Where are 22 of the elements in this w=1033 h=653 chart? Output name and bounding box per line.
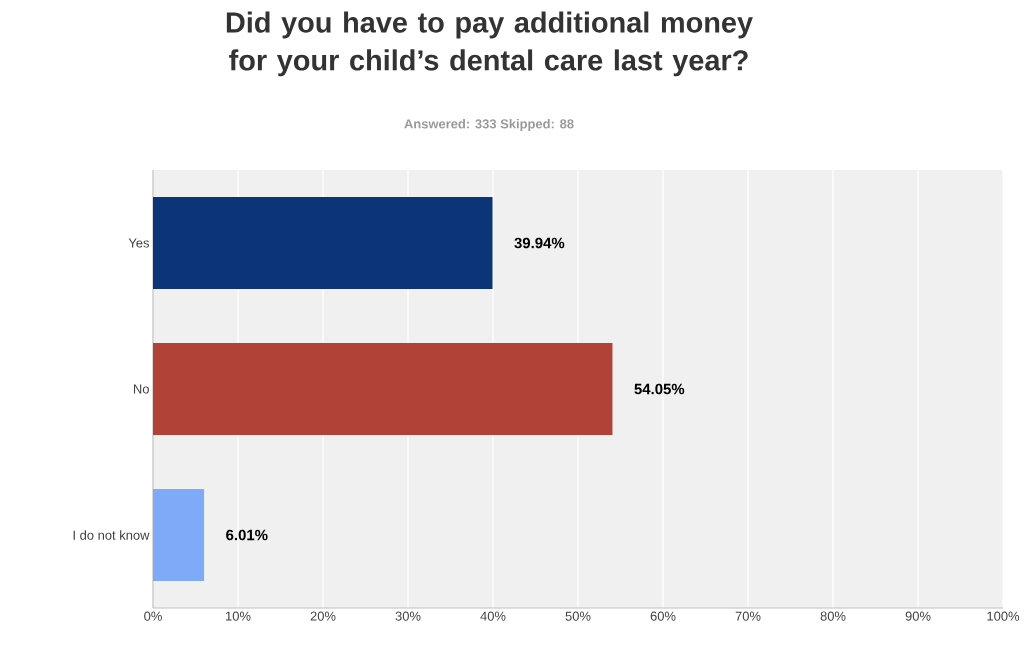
x-tick-label: 40% xyxy=(480,611,506,621)
chart-subtitle: Answered: 333 Skipped: 88 xyxy=(404,118,574,132)
bar xyxy=(153,197,493,289)
data-label: 39.94% xyxy=(514,237,565,249)
x-tick-label: 30% xyxy=(395,611,421,621)
x-tick-label: 90% xyxy=(905,611,931,621)
y-tick-label: I do not know xyxy=(73,530,150,540)
data-label: 6.01% xyxy=(226,529,268,541)
x-tick-label: 70% xyxy=(735,611,761,621)
x-tick-label: 20% xyxy=(310,611,336,621)
x-tick-label: 10% xyxy=(226,611,251,621)
y-tick-label: Yes xyxy=(128,238,150,248)
x-tick-label: 0% xyxy=(144,611,162,621)
x-tick-label: 100% xyxy=(987,611,1020,621)
bar xyxy=(153,343,613,435)
x-tick-label: 80% xyxy=(820,611,846,621)
x-tick-label: 60% xyxy=(650,611,676,621)
y-tick-label: No xyxy=(133,384,149,394)
chart-title: Did you have to pay additional money for your child’s dental care last year? xyxy=(226,11,753,77)
data-label: 54.05% xyxy=(634,383,685,395)
bar xyxy=(153,489,205,581)
x-tick-label: 50% xyxy=(565,611,591,621)
